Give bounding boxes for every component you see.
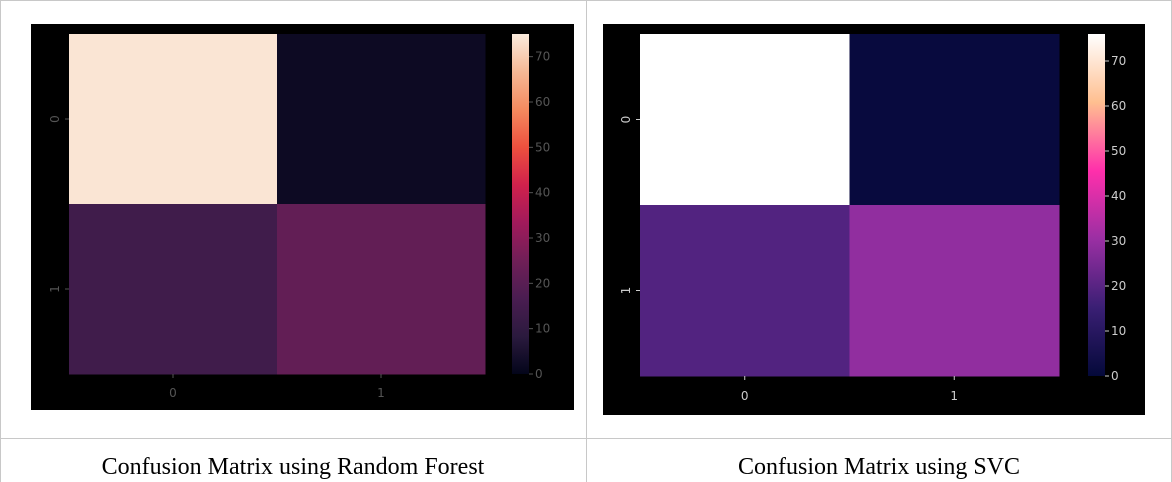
caption-svc: Confusion Matrix using SVC: [737, 454, 1021, 480]
y-tick-label: 1: [48, 285, 62, 293]
colorbar-tick-label: 20: [1111, 279, 1126, 293]
heatmap-cell-r1-c1: [849, 205, 1060, 377]
colorbar-tick-label: 40: [535, 186, 550, 200]
colorbar-tick-label: 0: [1111, 369, 1119, 383]
colorbar-tick-label: 10: [535, 322, 550, 336]
caption-random-forest: Confusion Matrix using Random Forest: [101, 454, 485, 480]
table-divider-horizontal: [0, 438, 1172, 439]
x-tick-label: 1: [950, 389, 958, 403]
heatmap-cell-r0-c1: [277, 34, 486, 205]
y-tick-label: 0: [48, 115, 62, 123]
colorbar-tick-label: 50: [535, 140, 550, 154]
colorbar-tick-label: 30: [535, 231, 550, 245]
heatmap-cell-r0-c0: [640, 34, 850, 206]
y-tick-label: 0: [619, 116, 633, 124]
colorbar-tick-label: 40: [1111, 189, 1126, 203]
heatmap-cell-r0-c1: [849, 34, 1060, 206]
colorbar-tick-label: 50: [1111, 144, 1126, 158]
heatmap-cell-r1-c0: [69, 204, 278, 375]
table-border-left: [0, 0, 1, 482]
colorbar-tick-label: 10: [1111, 324, 1126, 338]
colorbar-tick-label: 60: [1111, 99, 1126, 113]
colorbar-tick-label: 0: [535, 367, 543, 381]
colorbar-tick-label: 20: [535, 276, 550, 290]
y-tick-label: 1: [619, 287, 633, 295]
heatmap-cell-r1-c1: [277, 204, 486, 375]
heatmap-cell-r1-c0: [640, 205, 850, 377]
colorbar: [512, 34, 529, 374]
x-tick-label: 0: [741, 389, 749, 403]
colorbar-tick-label: 30: [1111, 234, 1126, 248]
x-tick-label: 1: [377, 386, 385, 400]
heatmap-cell-r0-c0: [69, 34, 278, 205]
colorbar: [1088, 34, 1105, 376]
colorbar-tick-label: 70: [535, 50, 550, 64]
colorbar-tick-label: 60: [535, 95, 550, 109]
x-tick-label: 0: [169, 386, 177, 400]
heatmap-panel-svc: 0 1 0 1 0 10 20 30 40 50 60 70: [603, 24, 1145, 415]
colorbar-tick-label: 70: [1111, 54, 1126, 68]
table-divider-vertical: [586, 0, 587, 482]
heatmap-panel-random-forest: 0 1 0 1 0 10 20 30 40 50 60 70: [31, 24, 574, 410]
